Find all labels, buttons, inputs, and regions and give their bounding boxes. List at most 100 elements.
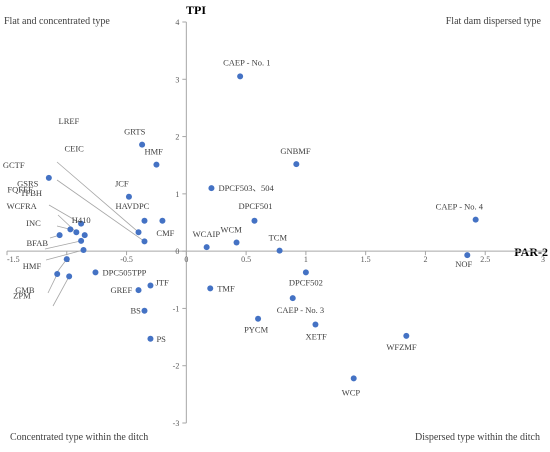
point-label: TFBH: [20, 188, 42, 198]
x-tick-label: 2.5: [480, 255, 490, 264]
data-point: [208, 185, 215, 192]
data-point: [141, 307, 148, 314]
data-point: [472, 216, 479, 223]
data-point: [141, 217, 148, 224]
point-label: CMF: [156, 228, 174, 238]
point-labels: CAEP - No. 1 GRTS HMF GNBMF JCF DPCF503、504 HA…: [3, 57, 484, 397]
point-label: DPCF503、504: [218, 183, 274, 193]
data-point: [66, 273, 73, 280]
data-point: [54, 271, 61, 278]
point-label: BS: [130, 306, 141, 316]
data-point: [464, 252, 471, 259]
y-tick-label: -2: [173, 362, 180, 371]
data-point: [233, 239, 240, 246]
data-point: [350, 375, 357, 382]
point-label: WCFRA: [7, 201, 38, 211]
data-point: [135, 287, 142, 294]
point-label: JTF: [155, 278, 169, 288]
point-label: WCAIP: [193, 229, 221, 239]
point-label: CAEP - No. 4: [436, 202, 484, 212]
leader-line: [56, 179, 145, 242]
data-point: [276, 247, 283, 254]
point-label: FQFEF: [7, 184, 33, 194]
data-points: [45, 73, 479, 382]
leader-line: [56, 161, 139, 233]
data-point: [312, 321, 319, 328]
data-point: [237, 73, 244, 80]
y-tick-label: -1: [173, 304, 180, 313]
data-point: [78, 220, 85, 227]
point-label: DPCF501: [238, 201, 272, 211]
y-tick-label: 0: [175, 247, 179, 256]
data-point: [147, 335, 154, 342]
y-tick-label: 1: [175, 190, 179, 199]
data-point: [207, 285, 214, 292]
point-label: TCM: [269, 233, 288, 243]
x-tick-label: 2: [423, 255, 427, 264]
data-point: [403, 332, 410, 339]
data-point: [159, 217, 166, 224]
point-label: WFZMF: [386, 342, 417, 352]
point-label: PYCM: [244, 325, 269, 335]
quadrant-label-bottom-right: Dispersed type within the ditch: [415, 432, 540, 443]
leader-lines: [44, 161, 145, 307]
x-tick-label: -1.5: [7, 255, 20, 264]
data-point: [73, 229, 80, 236]
point-label: NOF: [455, 259, 472, 269]
point-label: CEIC: [64, 143, 84, 153]
data-point: [302, 269, 309, 276]
y-tick-label: -3: [173, 419, 180, 428]
x-tick-label: 0: [184, 255, 188, 264]
y-tick-label: 4: [175, 18, 179, 27]
data-point: [125, 193, 132, 200]
point-label: XETF: [305, 331, 327, 341]
leader-line: [52, 276, 70, 307]
leader-line: [44, 240, 82, 250]
data-point: [135, 229, 142, 236]
point-label: WCP: [342, 387, 361, 397]
data-point: [80, 246, 87, 253]
leader-line: [45, 249, 84, 261]
leader-line: [48, 204, 82, 224]
x-tick-label: 3: [541, 255, 545, 264]
point-label: GRTS: [124, 127, 145, 137]
point-label: GSRS: [17, 179, 39, 189]
data-point: [153, 161, 160, 168]
point-label: CAEP - No. 3: [277, 305, 324, 315]
data-point: [67, 226, 74, 233]
data-point: [45, 174, 52, 181]
data-point: [289, 295, 296, 302]
quadrant-label-top-right: Flat dam dispersed type: [446, 16, 542, 27]
data-point: [147, 282, 154, 289]
point-label: JCF: [115, 179, 129, 189]
leader-line: [47, 273, 58, 294]
data-point: [141, 238, 148, 245]
y-tick-label: 3: [175, 75, 179, 84]
data-point: [92, 269, 99, 276]
point-label: GCTF: [3, 160, 25, 170]
y-tick-label: 2: [175, 133, 179, 142]
point-label: HMF: [23, 261, 42, 271]
data-point: [251, 217, 258, 224]
data-point: [78, 237, 85, 244]
data-point: [56, 232, 63, 239]
point-label: GMB: [15, 285, 35, 295]
point-label: CAEP - No. 1: [223, 57, 270, 67]
point-label: LREF: [59, 116, 80, 126]
point-label: INC: [26, 218, 41, 228]
data-point: [139, 141, 146, 148]
point-label: GREF: [111, 285, 133, 295]
x-tick-label: -0.5: [120, 255, 133, 264]
quadrant-label-top-left: Flat and concentrated type: [4, 16, 110, 27]
point-label: BFAB: [27, 238, 49, 248]
x-tick-label: 0.5: [241, 255, 251, 264]
point-label: DPCF502: [289, 277, 323, 287]
quadrant-label-bottom-left: Concentrated type within the ditch: [10, 432, 148, 443]
data-point: [293, 161, 300, 168]
point-label: HAVDPC: [115, 201, 149, 211]
x-tick-label: 1: [304, 255, 308, 264]
data-point: [81, 232, 88, 239]
